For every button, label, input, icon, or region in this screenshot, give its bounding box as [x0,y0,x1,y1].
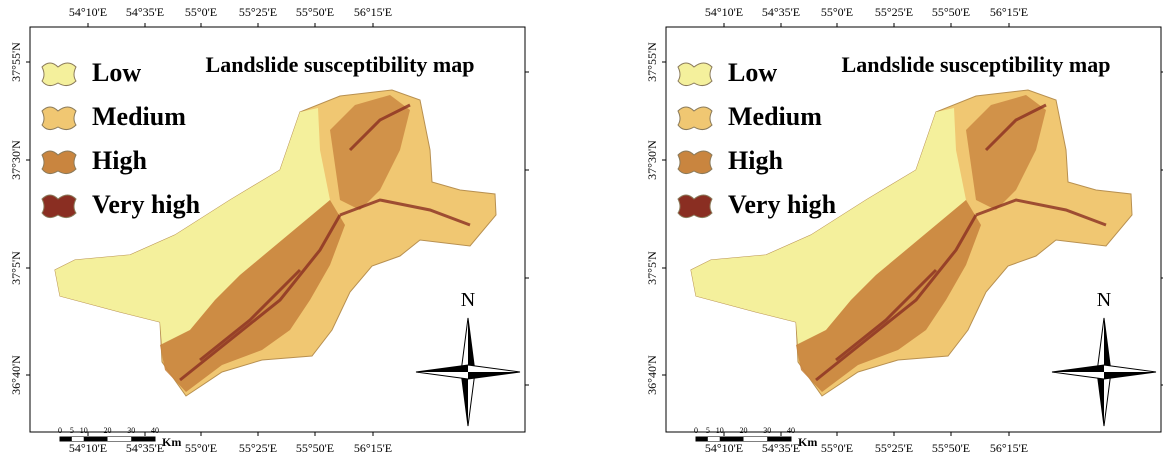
longitude-label: 54°10'E [705,5,743,19]
longitude-label: 56°15'E [990,5,1028,19]
longitude-label: 56°15'E [990,441,1028,455]
scale-segment [60,437,72,441]
latitude-label: 37°30'N [645,140,659,180]
legend-label: High [728,146,783,175]
longitude-label: 55°0'E [185,441,217,455]
scale-segment [131,437,155,441]
legend-swatch [678,63,712,86]
longitude-label: 55°50'E [296,441,334,455]
legend-label: Medium [728,102,822,131]
legend-label: Very high [92,190,201,219]
scale-label: 10 [80,426,88,435]
scale-segment [720,437,744,441]
legend-swatch [42,107,76,130]
longitude-label: 55°0'E [821,5,853,19]
longitude-label: 55°50'E [296,5,334,19]
legend-label: Low [728,58,777,87]
scale-segment [767,437,791,441]
scale-label: 0 [694,426,698,435]
scale-unit: Km [162,435,181,449]
longitude-label: 55°25'E [239,441,277,455]
legend-swatch [678,151,712,174]
longitude-label: 54°35'E [762,441,800,455]
map-panel: 54°10'E 54°35'E 55°0'E 55°25'E 55°50'E 56°15'… [9,5,529,455]
longitude-label: 55°0'E [821,441,853,455]
legend-swatch [42,63,76,86]
longitude-label: 54°10'E [69,441,107,455]
longitude-label: 56°15'E [354,5,392,19]
scale-label: 40 [787,426,795,435]
longitude-label: 55°0'E [185,5,217,19]
north-label: N [1097,289,1111,311]
map-title: Landslide susceptibility map [842,52,1111,77]
legend-swatch [42,195,76,218]
longitude-label: 55°25'E [239,5,277,19]
legend-swatch [678,195,712,218]
longitude-label: 56°15'E [354,441,392,455]
longitude-label: 55°50'E [932,5,970,19]
scale-segment [744,437,768,441]
scale-label: 20 [104,426,112,435]
longitude-label: 54°10'E [705,441,743,455]
scale-label: 0 [58,426,62,435]
latitude-label: 36°40'N [9,355,23,395]
longitude-label: 54°35'E [762,5,800,19]
latitude-label: 36°40'N [645,355,659,395]
longitude-label: 55°25'E [875,441,913,455]
scale-unit: Km [798,435,817,449]
legend-label: High [92,146,147,175]
scale-label: 10 [716,426,724,435]
scale-label: 30 [127,426,135,435]
figure: 54°10'E 54°35'E 55°0'E 55°25'E 55°50'E 56°15'… [0,0,1163,474]
scale-label: 5 [706,426,710,435]
latitude-label: 37°5'N [9,251,23,285]
legend-swatch [42,151,76,174]
longitude-label: 55°25'E [875,5,913,19]
scale-segment [72,437,84,441]
legend-label: Medium [92,102,186,131]
longitude-label: 54°35'E [126,441,164,455]
longitude-label: 54°10'E [69,5,107,19]
scale-label: 30 [763,426,771,435]
scale-label: 20 [740,426,748,435]
north-label: N [461,289,475,311]
scale-segment [84,437,108,441]
latitude-label: 37°55'N [9,42,23,82]
legend-label: Low [92,58,141,87]
legend-label: Very high [728,190,837,219]
scale-label: 40 [151,426,159,435]
scale-segment [108,437,132,441]
latitude-label: 37°30'N [9,140,23,180]
scale-segment [708,437,720,441]
legend-swatch [678,107,712,130]
longitude-label: 54°35'E [126,5,164,19]
longitude-label: 55°50'E [932,441,970,455]
latitude-label: 37°5'N [645,251,659,285]
scale-segment [696,437,708,441]
scale-label: 5 [70,426,74,435]
map-panel: 54°10'E 54°35'E 55°0'E 55°25'E 55°50'E 56°15'… [645,5,1163,455]
latitude-label: 37°55'N [645,42,659,82]
map-title: Landslide susceptibility map [206,52,475,77]
